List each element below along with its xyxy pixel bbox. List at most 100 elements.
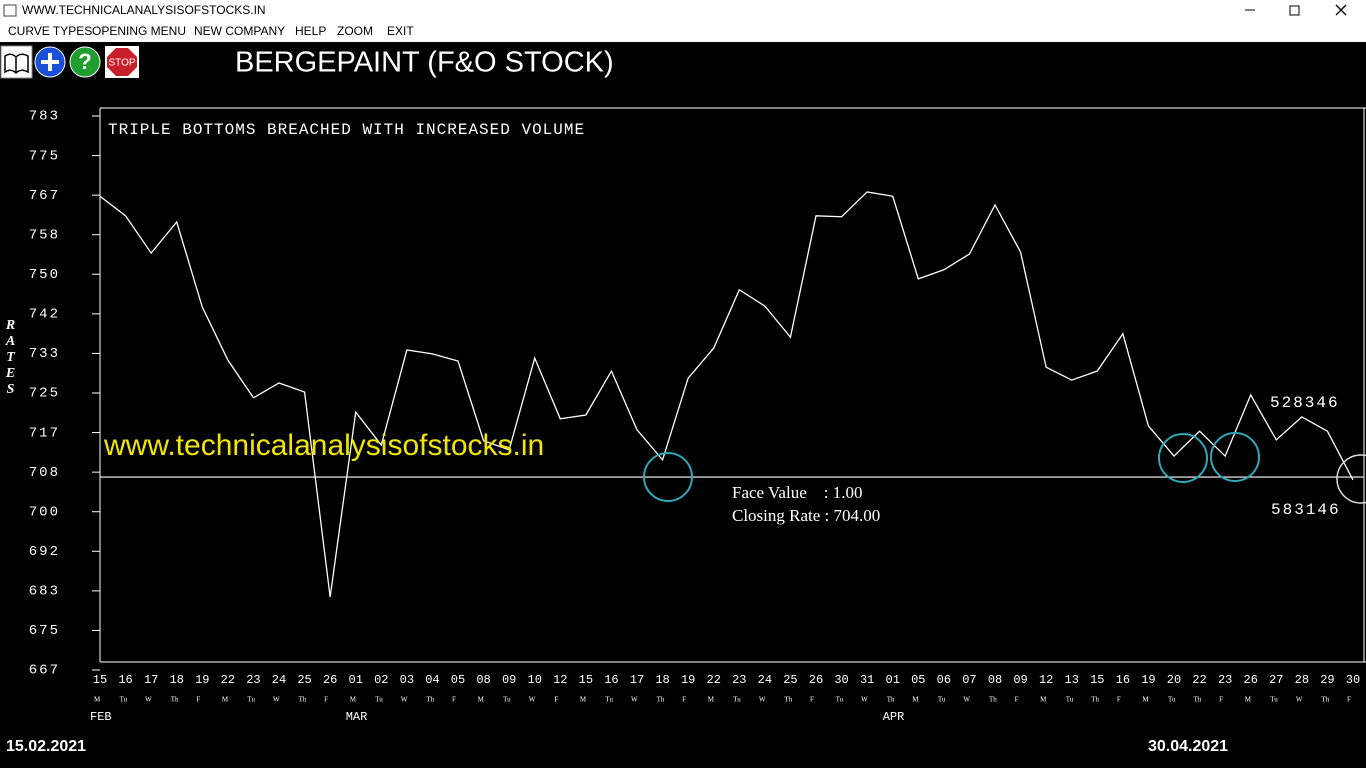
x-tick-label: 16 bbox=[118, 673, 132, 687]
window-title: WWW.TECHNICALANALYSISOFSTOCKS.IN bbox=[22, 3, 266, 17]
x-tick-label: 24 bbox=[272, 673, 286, 687]
x-tick-label: 01 bbox=[349, 673, 363, 687]
weekday-label: F bbox=[1117, 696, 1121, 704]
x-tick-label: 06 bbox=[937, 673, 951, 687]
weekday-label: Th bbox=[887, 696, 895, 704]
menu-item[interactable]: HELP bbox=[295, 24, 326, 38]
weekday-label: Tu bbox=[375, 696, 383, 704]
x-tick-label: 29 bbox=[1320, 673, 1334, 687]
x-tick-label: 26 bbox=[809, 673, 823, 687]
x-tick-label: 22 bbox=[707, 673, 721, 687]
weekday-label: W bbox=[861, 696, 868, 704]
y-tick-label: 733 bbox=[29, 346, 60, 362]
x-tick-label: 18 bbox=[170, 673, 184, 687]
x-tick-label: 23 bbox=[732, 673, 746, 687]
x-tick-label: 08 bbox=[476, 673, 490, 687]
x-tick-label: 10 bbox=[528, 673, 542, 687]
watermark: www.technicalanalysisofstocks.in bbox=[103, 429, 544, 462]
menu-item[interactable]: NEW COMPANY bbox=[194, 24, 285, 38]
weekday-label: F bbox=[324, 696, 328, 704]
bottom-highlight bbox=[1158, 433, 1208, 483]
weekday-label: F bbox=[1347, 696, 1351, 704]
add-icon bbox=[41, 53, 59, 71]
weekday-label: W bbox=[759, 696, 766, 704]
bottom-highlight bbox=[1336, 454, 1366, 504]
x-tick-label: 26 bbox=[323, 673, 337, 687]
bottom-highlight bbox=[1210, 432, 1260, 482]
x-tick-label: 26 bbox=[1244, 673, 1258, 687]
weekday-label: Tu bbox=[605, 696, 613, 704]
weekday-label: M bbox=[1142, 696, 1149, 704]
x-tick-label: 05 bbox=[451, 673, 465, 687]
weekday-label: F bbox=[452, 696, 456, 704]
weekday-label: M bbox=[1245, 696, 1252, 704]
menu-item[interactable]: ZOOM bbox=[337, 24, 373, 38]
month-label: FEB bbox=[90, 710, 112, 724]
y-tick-label: 667 bbox=[29, 663, 60, 679]
weekday-label: Tu bbox=[836, 696, 844, 704]
weekday-label: Th bbox=[784, 696, 792, 704]
x-tick-label: 25 bbox=[783, 673, 797, 687]
weekday-label: M bbox=[94, 696, 101, 704]
menu-item[interactable]: EXIT bbox=[387, 24, 414, 38]
weekday-label: M bbox=[350, 696, 357, 704]
weekday-label: Tu bbox=[503, 696, 511, 704]
y-tick-label: 750 bbox=[29, 267, 60, 283]
weekday-label: Tu bbox=[938, 696, 946, 704]
weekday-label: M bbox=[580, 696, 587, 704]
x-tick-label: 22 bbox=[221, 673, 235, 687]
app-icon bbox=[3, 4, 17, 17]
menu-item[interactable]: CURVE TYPES bbox=[8, 24, 92, 38]
weekday-label: M bbox=[912, 696, 919, 704]
y-tick-label: 775 bbox=[29, 148, 60, 164]
stop-icon bbox=[107, 48, 137, 76]
x-tick-label: 15 bbox=[579, 673, 593, 687]
x-tick-label: 16 bbox=[1116, 673, 1130, 687]
weekday-label: F bbox=[810, 696, 814, 704]
x-tick-label: 09 bbox=[502, 673, 516, 687]
x-tick-label: 15 bbox=[93, 673, 107, 687]
y-tick-label: 708 bbox=[29, 465, 60, 481]
menu-item[interactable]: OPENING MENU bbox=[92, 24, 186, 38]
weekday-label: W bbox=[145, 696, 152, 704]
weekday-label: F bbox=[1219, 696, 1223, 704]
x-tick-label: 19 bbox=[1141, 673, 1155, 687]
weekday-label: W bbox=[631, 696, 638, 704]
weekday-label: Th bbox=[1321, 696, 1329, 704]
close-button[interactable] bbox=[1335, 4, 1347, 16]
weekday-label: Tu bbox=[733, 696, 741, 704]
x-tick-label: 09 bbox=[1013, 673, 1027, 687]
x-tick-label: 01 bbox=[886, 673, 900, 687]
chart-annotation: TRIPLE BOTTOMS BREACHED WITH INCREASED V… bbox=[108, 121, 585, 139]
x-tick-label: 30 bbox=[834, 673, 848, 687]
x-tick-label: 27 bbox=[1269, 673, 1283, 687]
volume-label: 583146 bbox=[1271, 501, 1341, 519]
weekday-label: F bbox=[682, 696, 686, 704]
x-tick-label: 28 bbox=[1295, 673, 1309, 687]
title-and-menu-bar bbox=[0, 0, 1366, 42]
weekday-label: M bbox=[708, 696, 715, 704]
x-tick-label: 20 bbox=[1167, 673, 1181, 687]
book-icon bbox=[4, 53, 29, 75]
weekday-label: W bbox=[529, 696, 536, 704]
y-tick-label: 683 bbox=[29, 584, 60, 600]
x-tick-label: 17 bbox=[630, 673, 644, 687]
help-icon: ? bbox=[78, 49, 91, 74]
bottom-highlight bbox=[643, 452, 693, 502]
maximize-button[interactable] bbox=[1289, 5, 1300, 16]
weekday-label: F bbox=[554, 696, 558, 704]
y-tick-label: 758 bbox=[29, 227, 60, 243]
x-tick-label: 13 bbox=[1065, 673, 1079, 687]
x-tick-label: 16 bbox=[604, 673, 618, 687]
help-button[interactable] bbox=[69, 46, 101, 78]
y-axis-label: RATES bbox=[3, 318, 18, 398]
weekday-label: F bbox=[1015, 696, 1019, 704]
weekday-label: Th bbox=[657, 696, 665, 704]
y-tick-label: 700 bbox=[29, 504, 60, 520]
x-tick-label: 19 bbox=[195, 673, 209, 687]
weekday-label: Th bbox=[1194, 696, 1202, 704]
y-tick-label: 717 bbox=[29, 425, 60, 441]
weekday-label: Tu bbox=[120, 696, 128, 704]
x-tick-label: 30 bbox=[1346, 673, 1360, 687]
